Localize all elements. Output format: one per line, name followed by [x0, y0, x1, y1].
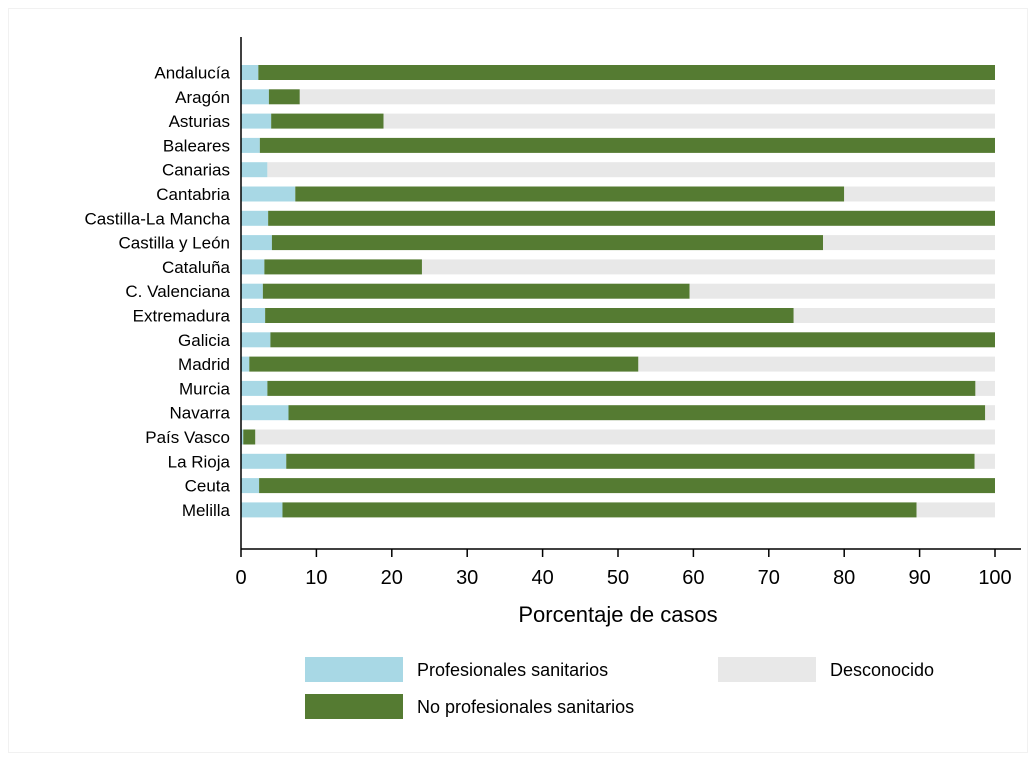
bar-segment-3-row-5: [267, 162, 995, 178]
bar-segment-1-row-11: [241, 308, 266, 323]
legend-swatch: [718, 657, 816, 682]
bar-segment-3-row-6: [844, 186, 995, 202]
bar-segment-3-row-2: [299, 89, 995, 105]
category-label: Madrid: [178, 355, 230, 374]
bar-segment-1-row-6: [241, 186, 296, 202]
x-tick-label: 60: [682, 567, 704, 589]
bar-segment-3-row-19: [916, 502, 995, 518]
x-tick-label: 70: [758, 567, 780, 589]
bar-segment-2-row-19: [282, 502, 917, 518]
bar-segment-2-row-9: [264, 259, 422, 275]
category-label: Castilla-La Mancha: [84, 209, 230, 228]
category-label: Extremadura: [133, 307, 231, 326]
category-label: Melilla: [182, 501, 231, 520]
bar-segment-3-row-8: [823, 235, 995, 251]
bar-segment-2-row-16: [243, 429, 256, 445]
category-label: Navarra: [170, 404, 231, 423]
bar-segment-3-row-13: [638, 356, 995, 372]
bar-segment-3-row-3: [383, 113, 996, 129]
category-label: Canarias: [162, 161, 230, 180]
bar-segment-2-row-15: [288, 405, 986, 421]
bar-segment-2-row-7: [268, 210, 995, 226]
x-tick-label: 30: [456, 567, 478, 589]
category-label: Asturias: [169, 112, 230, 131]
bar-segment-1-row-8: [241, 235, 272, 251]
bar-segment-1-row-2: [241, 89, 269, 105]
legend-swatch: [305, 657, 403, 682]
bar-segment-1-row-9: [241, 259, 265, 275]
bar-segment-1-row-14: [241, 380, 268, 396]
category-label: Cantabria: [156, 185, 230, 204]
bar-segment-3-row-14: [975, 380, 995, 396]
bar-segment-3-row-9: [421, 259, 996, 275]
bar-segment-2-row-6: [295, 186, 845, 202]
bar-segment-2-row-1: [258, 65, 995, 80]
bar-segment-1-row-15: [241, 405, 289, 421]
category-label: Murcia: [179, 379, 231, 398]
legend-label: Desconocido: [830, 660, 934, 680]
bar-segment-2-row-12: [270, 332, 995, 348]
x-tick-label: 40: [531, 567, 553, 589]
bar-segment-2-row-17: [286, 453, 975, 469]
x-tick-label: 20: [381, 567, 403, 589]
bar-segment-2-row-8: [271, 235, 824, 251]
chart-frame: [8, 8, 1028, 753]
x-axis-ticks: 0 10 20 30 40 50 60 70 80 90 100: [235, 549, 1012, 589]
bar-segment-1-row-19: [241, 502, 283, 518]
bar-segment-1-row-1: [241, 65, 259, 80]
category-label: Aragón: [175, 88, 230, 107]
bar-segment-3-row-11: [793, 308, 995, 323]
category-label: Castilla y León: [118, 234, 230, 253]
bar-segment-3-row-10: [689, 283, 995, 299]
x-tick-label: 100: [978, 567, 1011, 589]
bar-segment-2-row-14: [267, 380, 976, 396]
category-labels: Andalucía Aragón Asturias Baleares Canarias C…: [84, 64, 230, 520]
bar-segment-1-row-7: [241, 210, 269, 226]
bar-segment-1-row-4: [241, 137, 260, 153]
bar-segment-2-row-18: [259, 478, 995, 494]
x-tick-label: 80: [833, 567, 855, 589]
x-tick-label: 0: [235, 567, 246, 589]
bars-group: [241, 65, 996, 518]
bar-segment-1-row-16: [241, 429, 244, 445]
bar-segment-2-row-10: [262, 283, 690, 299]
category-label: Andalucía: [154, 64, 230, 83]
legend: Profesionales sanitarios Desconocido No pr…: [305, 657, 934, 719]
legend-label: Profesionales sanitarios: [417, 660, 608, 680]
category-label: La Rioja: [168, 452, 231, 471]
bar-segment-2-row-2: [268, 89, 300, 105]
bar-segment-2-row-11: [265, 308, 794, 323]
category-label: C. Valenciana: [125, 282, 230, 301]
bar-segment-1-row-12: [241, 332, 271, 348]
bar-segment-3-row-17: [974, 453, 995, 469]
bar-segment-2-row-4: [259, 137, 996, 153]
category-label: Cataluña: [162, 258, 231, 277]
bar-segment-1-row-13: [241, 356, 250, 372]
x-tick-label: 10: [305, 567, 327, 589]
category-label: Galicia: [178, 331, 231, 350]
category-label: Baleares: [163, 136, 230, 155]
x-tick-label: 90: [908, 567, 930, 589]
bar-segment-2-row-13: [249, 356, 639, 372]
bar-segment-1-row-3: [241, 113, 272, 129]
bar-segment-1-row-18: [241, 478, 260, 494]
x-axis-title: Porcentaje de casos: [518, 602, 717, 627]
bar-segment-1-row-10: [241, 283, 263, 299]
bar-segment-1-row-5: [241, 162, 268, 178]
bar-segment-3-row-16: [255, 429, 996, 445]
bar-segment-1-row-17: [241, 453, 287, 469]
x-tick-label: 50: [607, 567, 629, 589]
category-label: Ceuta: [185, 477, 231, 496]
bar-segment-2-row-3: [271, 113, 384, 129]
legend-swatch: [305, 694, 403, 719]
legend-label: No profesionales sanitarios: [417, 697, 634, 717]
bar-segment-3-row-15: [985, 405, 995, 421]
category-label: País Vasco: [145, 428, 230, 447]
